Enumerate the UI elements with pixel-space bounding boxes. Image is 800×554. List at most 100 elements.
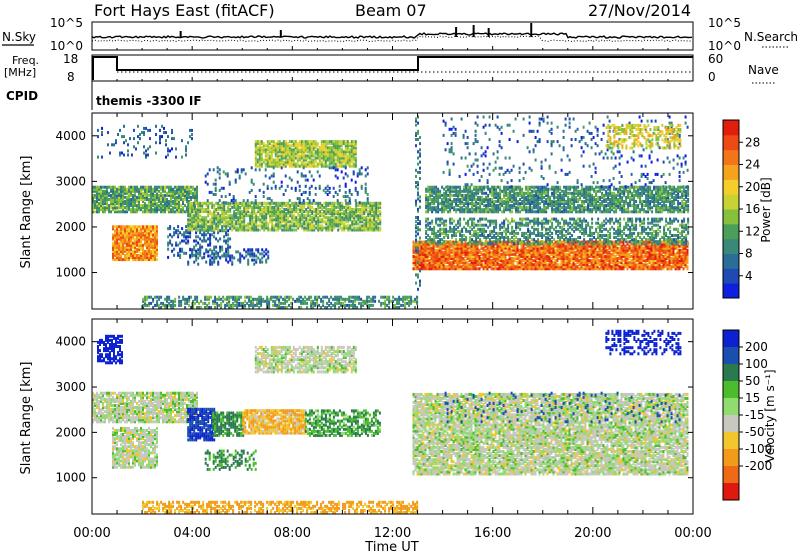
- power-cell: [287, 210, 290, 214]
- power-cell: [266, 197, 269, 201]
- power-cell: [344, 144, 347, 148]
- power-cell: [134, 195, 136, 199]
- power-cell: [626, 252, 629, 256]
- power-cell: [171, 235, 174, 239]
- power-cell: [182, 187, 184, 191]
- power-cell: [211, 233, 214, 237]
- power-cell: [189, 210, 192, 214]
- power-cell: [540, 252, 543, 256]
- power-cell: [273, 228, 276, 232]
- power-cell: [126, 204, 128, 208]
- power-cell: [295, 205, 298, 209]
- power-cell: [578, 244, 581, 248]
- power-cell: [217, 212, 220, 216]
- power-cell: [180, 198, 182, 201]
- power-cell: [532, 246, 535, 250]
- power-cell: [243, 208, 246, 211]
- power-cell: [624, 244, 627, 248]
- power-cell: [128, 227, 130, 231]
- power-cell: [502, 242, 505, 246]
- power-cell: [292, 140, 295, 144]
- power-cell: [211, 205, 214, 209]
- power-cell: [266, 154, 269, 158]
- power-cell: [325, 208, 328, 211]
- power-cell: [94, 189, 96, 193]
- power-cell: [650, 261, 653, 265]
- power-cell: [254, 168, 257, 172]
- power-cell: [92, 210, 94, 214]
- power-cell: [348, 142, 351, 146]
- power-cell: [442, 267, 445, 271]
- power-cell: [213, 210, 216, 214]
- power-cell: [146, 185, 148, 189]
- power-cell: [335, 224, 338, 228]
- power-cell: [367, 205, 370, 209]
- power-cell: [336, 150, 339, 154]
- power-cell: [119, 151, 121, 155]
- power-cell: [247, 260, 250, 264]
- power-cell: [225, 253, 228, 257]
- power-cell: [310, 174, 313, 178]
- power-cell: [632, 244, 635, 248]
- power-cell: [225, 250, 228, 254]
- power-cell: [222, 186, 225, 190]
- power-cell: [305, 201, 308, 205]
- power-cell: [281, 224, 284, 228]
- power-cell: [338, 144, 341, 148]
- power-cell: [201, 228, 204, 232]
- power-cell: [580, 248, 583, 252]
- power-cell: [299, 210, 302, 214]
- power-cell: [576, 267, 579, 271]
- power-cell: [343, 212, 346, 216]
- power-cell: [318, 152, 321, 156]
- power-cell: [207, 250, 210, 254]
- power-cell: [566, 254, 569, 258]
- power-cell: [187, 222, 190, 226]
- power-cell: [359, 218, 362, 222]
- power-cell: [436, 259, 439, 263]
- power-cell: [203, 255, 206, 259]
- power-cell: [582, 254, 585, 258]
- power-cell: [264, 164, 267, 168]
- power-cell: [227, 224, 230, 228]
- power-cell: [484, 257, 487, 260]
- power-cell: [226, 174, 229, 178]
- power-cell: [188, 185, 190, 189]
- power-cell: [614, 254, 617, 258]
- power-cell: [275, 210, 278, 214]
- power-cell: [233, 226, 236, 230]
- power-cell: [588, 242, 591, 246]
- power-cell: [256, 146, 259, 150]
- power-cell: [476, 246, 479, 250]
- power-cell: [359, 203, 362, 207]
- power-cell: [534, 254, 537, 258]
- power-cell: [252, 182, 255, 186]
- power-cell: [114, 204, 116, 208]
- power-cell: [262, 148, 265, 152]
- power-cell: [132, 206, 134, 210]
- power-cell: [154, 198, 156, 201]
- power-cell: [217, 205, 220, 209]
- power-cell: [546, 267, 549, 271]
- power-cell: [116, 237, 118, 241]
- power-cell: [332, 158, 335, 162]
- power-cell: [273, 205, 276, 209]
- power-cell: [462, 244, 465, 248]
- power-cell: [464, 246, 467, 250]
- power-cell: [213, 235, 216, 239]
- power-cell: [283, 226, 286, 230]
- power-cell: [130, 235, 132, 239]
- power-cell: [301, 224, 304, 228]
- power-cell: [596, 246, 599, 250]
- power-cell: [351, 224, 354, 228]
- power-cell: [344, 150, 347, 154]
- power-cell: [294, 186, 297, 190]
- power-cell: [152, 239, 154, 243]
- power-cell: [318, 154, 321, 158]
- power-cell: [306, 178, 309, 182]
- power-cell: [187, 226, 190, 230]
- power-cell: [201, 224, 204, 228]
- power-cell: [526, 244, 529, 248]
- power-cell: [227, 216, 230, 220]
- power-cell: [528, 265, 531, 269]
